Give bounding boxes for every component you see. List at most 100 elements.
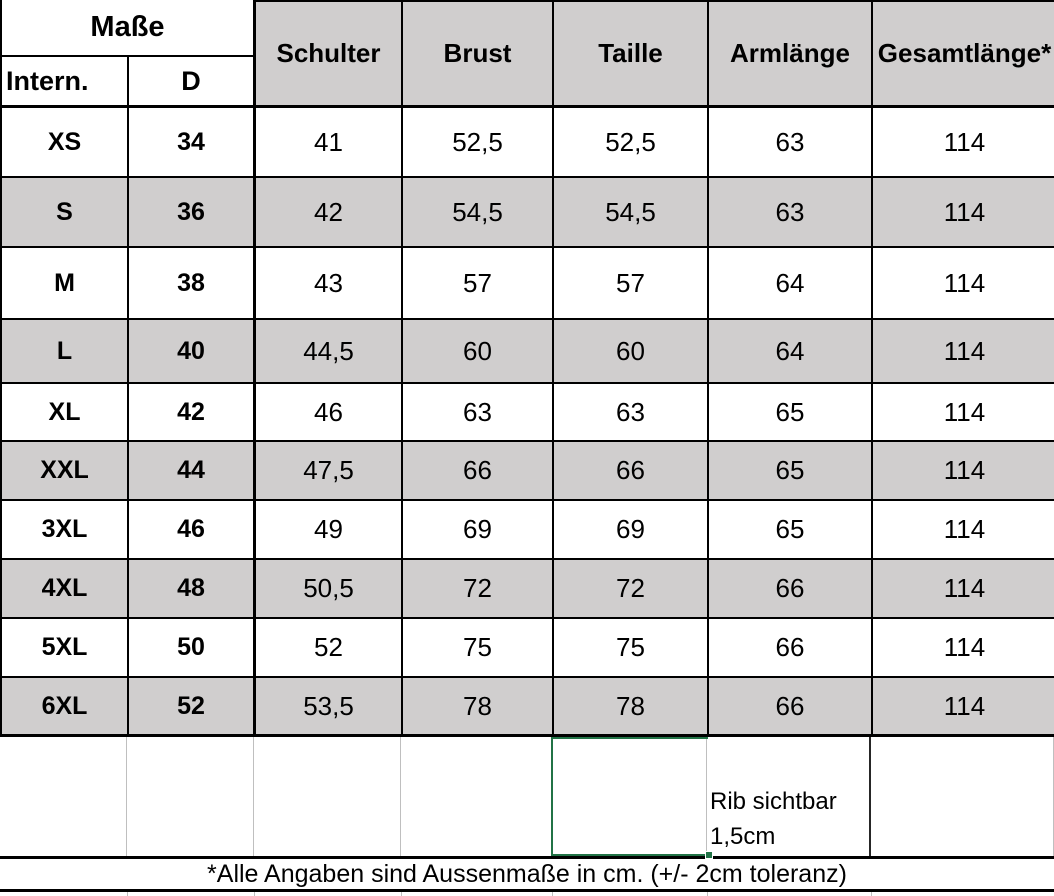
empty-cell (401, 737, 552, 856)
size-row-xs: XS 34 41 52,5 52,5 63 114 (0, 108, 1054, 178)
d-size-cell: 36 (129, 178, 256, 246)
size-row-l: L 40 44,5 60 60 64 114 (0, 320, 1054, 384)
grid-tick (401, 892, 402, 896)
armlaenge-value-cell: 65 (709, 442, 873, 499)
note-line-2: 1,5cm (710, 823, 776, 850)
gesamtlaenge-value-cell: 114 (943, 514, 986, 544)
empty-cell (552, 737, 707, 856)
schulter-value-cell: 53,5 (256, 678, 403, 734)
grid-tick (127, 892, 128, 896)
schulter-value-cell: 46 (256, 384, 403, 440)
gesamtlaenge-value-cell: 114 (943, 396, 986, 427)
d-size-cell: 48 (129, 560, 256, 617)
d-size-cell: 44 (129, 442, 256, 499)
taille-value-cell: 66 (554, 442, 709, 499)
armlaenge-value-cell: 64 (709, 248, 873, 318)
gridline-stubs (0, 892, 1054, 896)
gesamtlaenge-value-cell: 114 (943, 335, 986, 366)
column-header-taille: Taille (554, 0, 709, 105)
gesamtlaenge-value-cell: 114 (943, 196, 986, 227)
column-header-brust: Brust (403, 0, 554, 105)
table-header: Maße Schulter Brust Taille Armlänge Gesa… (0, 0, 1054, 108)
brust-value-cell: 52,5 (403, 108, 554, 176)
brust-value-cell: 60 (403, 320, 554, 382)
selected-cell[interactable] (551, 737, 713, 859)
size-label-cell: XS (2, 108, 129, 176)
armlaenge-value-cell: 64 (709, 320, 873, 382)
brust-value-cell: 63 (403, 384, 554, 440)
d-size-cell: 40 (129, 320, 256, 382)
grid-tick (871, 892, 872, 896)
column-header-schulter: Schulter (256, 0, 403, 105)
schulter-value-cell: 41 (256, 108, 403, 176)
empty-cell (0, 737, 127, 856)
empty-cell (127, 737, 254, 856)
schulter-value-cell: 42 (256, 178, 403, 246)
grid-tick (254, 892, 255, 896)
armlaenge-value-cell: 66 (709, 619, 873, 676)
taille-value-cell: 54,5 (554, 178, 709, 246)
size-label-cell: XXL (2, 442, 129, 499)
selection-handle[interactable] (705, 851, 713, 859)
gesamtlaenge-value-cell: 114 (943, 267, 986, 298)
schulter-value-cell: 52 (256, 619, 403, 676)
size-row-6xl: 6XL 52 53,5 78 78 66 114 (0, 678, 1054, 737)
taille-value-cell: 75 (554, 619, 709, 676)
armlaenge-value-cell: 66 (709, 678, 873, 734)
d-size-cell: 42 (129, 384, 256, 440)
taille-value-cell: 69 (554, 501, 709, 558)
brust-value-cell: 75 (403, 619, 554, 676)
column-header-armlaenge: Armlänge (709, 0, 873, 105)
d-size-cell: 50 (129, 619, 256, 676)
intern-header-cell: Intern. (2, 57, 129, 105)
armlaenge-value-cell: 66 (709, 560, 873, 617)
d-size-cell: 46 (129, 501, 256, 558)
schulter-value-cell: 50,5 (256, 560, 403, 617)
gesamtlaenge-value-cell: 114 (943, 690, 986, 721)
armlaenge-value-cell: 65 (709, 501, 873, 558)
armlaenge-value-cell: 63 (709, 178, 873, 246)
brust-value-cell: 69 (403, 501, 554, 558)
d-size-cell: 52 (129, 678, 256, 734)
size-label-cell: S (2, 178, 129, 246)
size-row-xxl: XXL 44 47,5 66 66 65 114 (0, 442, 1054, 501)
brust-value-cell: 72 (403, 560, 554, 617)
empty-cell (254, 737, 401, 856)
size-row-5xl: 5XL 50 52 75 75 66 114 (0, 619, 1054, 678)
size-label-cell: XL (2, 384, 129, 440)
gesamtlaenge-value-cell: 114 (943, 573, 986, 603)
size-label-cell: 3XL (2, 501, 129, 558)
size-label-cell: 4XL (2, 560, 129, 617)
gesamtlaenge-value-cell: 114 (943, 455, 986, 485)
size-label-cell: 5XL (2, 619, 129, 676)
d-header-cell: D (129, 57, 256, 105)
size-row-s: S 36 42 54,5 54,5 63 114 (0, 178, 1054, 248)
d-size-cell: 34 (129, 108, 256, 176)
footnote: *Alle Angaben sind Aussenmaße in cm. (+/… (0, 856, 1054, 892)
taille-value-cell: 57 (554, 248, 709, 318)
note-cell: Rib sichtbar 1,5cm (707, 737, 871, 856)
size-label-cell: M (2, 248, 129, 318)
note-line-1: Rib sichtbar (710, 788, 837, 815)
column-header-gesamtlaenge: Gesamtlänge* (873, 0, 1054, 105)
grid-tick (707, 892, 708, 896)
gesamtlaenge-value-cell: 114 (943, 632, 986, 662)
brust-value-cell: 54,5 (403, 178, 554, 246)
schulter-value-cell: 47,5 (256, 442, 403, 499)
taille-value-cell: 52,5 (554, 108, 709, 176)
taille-value-cell: 72 (554, 560, 709, 617)
armlaenge-value-cell: 65 (709, 384, 873, 440)
d-size-cell: 38 (129, 248, 256, 318)
brust-value-cell: 78 (403, 678, 554, 734)
schulter-value-cell: 49 (256, 501, 403, 558)
schulter-value-cell: 43 (256, 248, 403, 318)
size-row-xl: XL 42 46 63 63 65 114 (0, 384, 1054, 442)
size-row-4xl: 4XL 48 50,5 72 72 66 114 (0, 560, 1054, 619)
masse-header-cell: Maße (2, 0, 256, 57)
grid-tick (552, 892, 553, 896)
taille-value-cell: 63 (554, 384, 709, 440)
spreadsheet-empty-section: Rib sichtbar 1,5cm (0, 737, 1054, 859)
empty-cell (871, 737, 1054, 856)
size-label-cell: L (2, 320, 129, 382)
